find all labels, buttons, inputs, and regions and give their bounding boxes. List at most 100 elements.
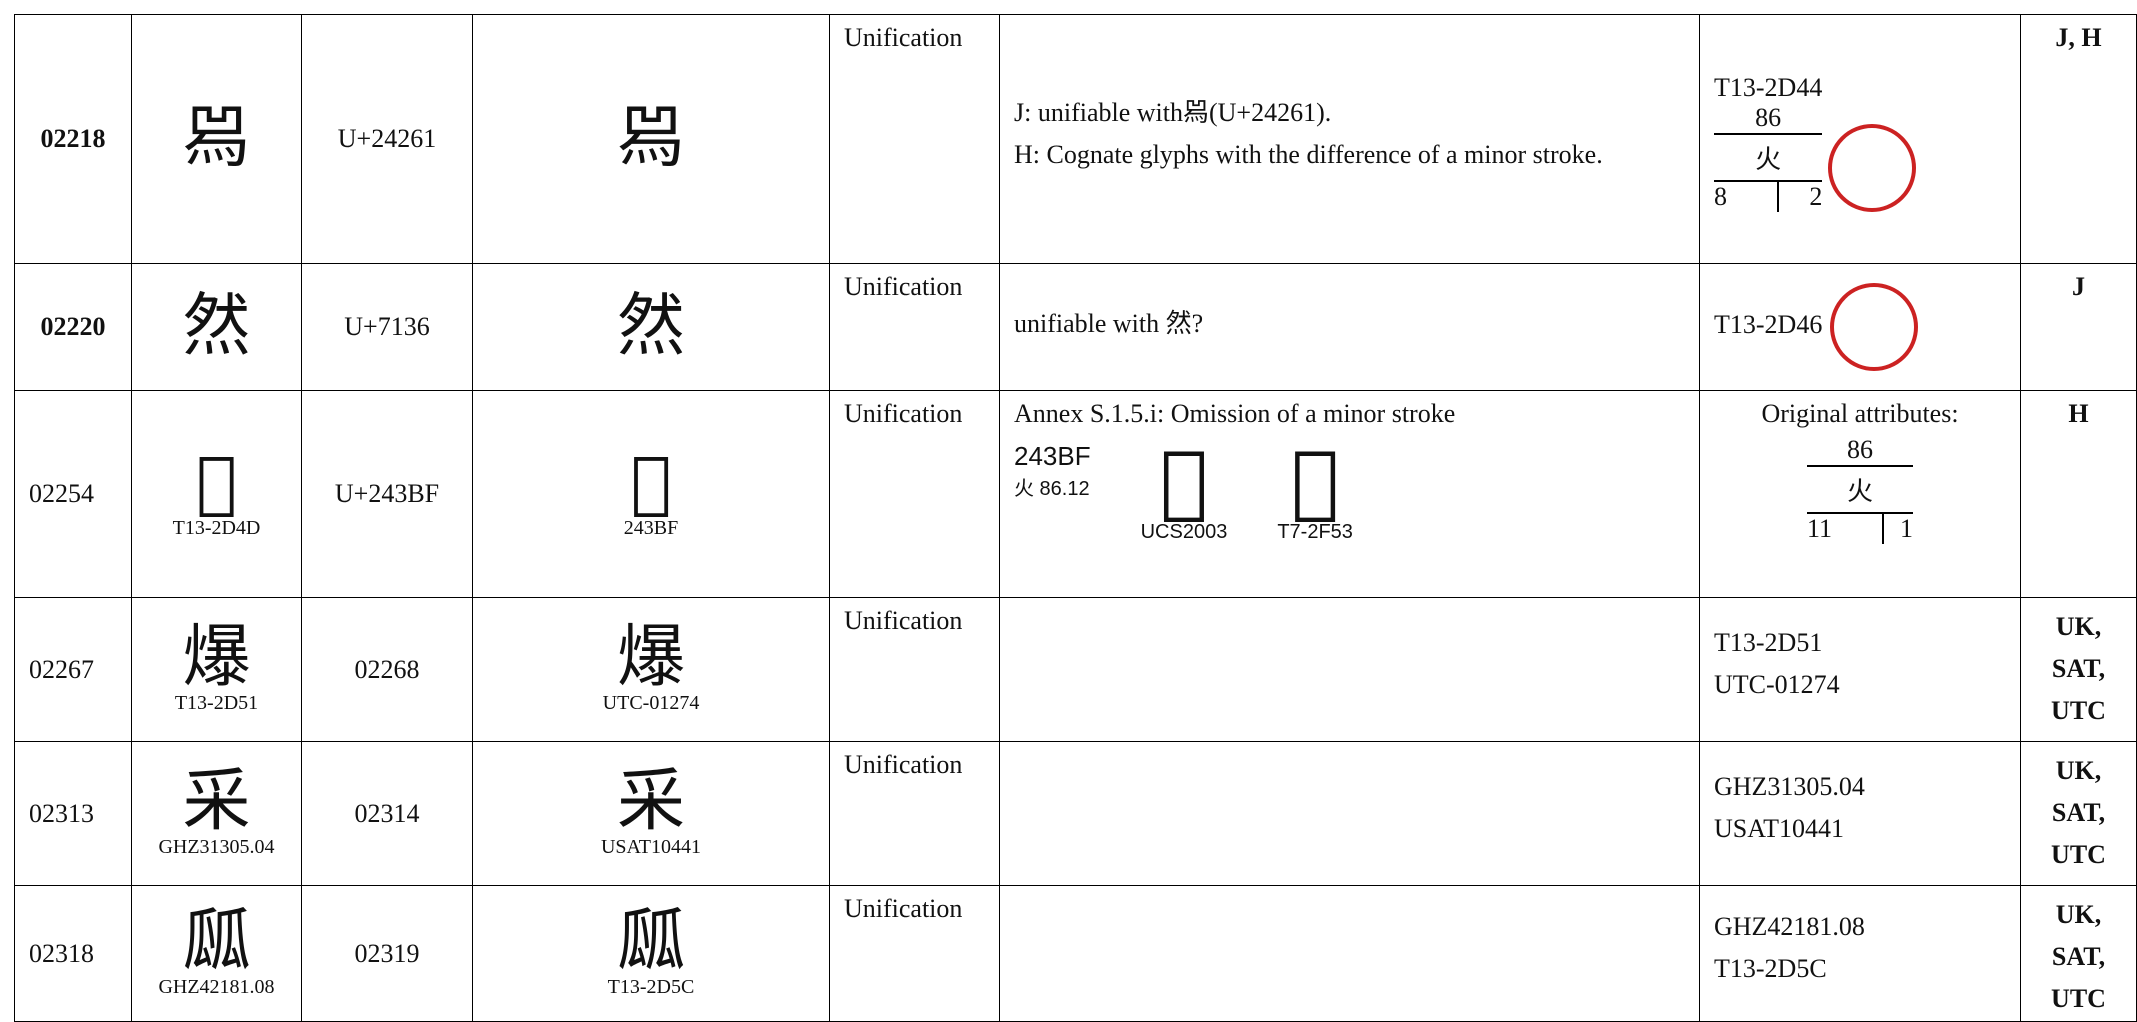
table-cell: 02313 bbox=[14, 741, 132, 886]
table-cell: GHZ31305.04 USAT10441 bbox=[1699, 741, 2021, 886]
table-cell: Unification bbox=[829, 263, 1000, 391]
evidence-block: T13-2D44 86 火 8 2 bbox=[1714, 67, 2006, 212]
glyph: 爆 bbox=[182, 618, 251, 697]
submitter: H bbox=[2068, 399, 2089, 428]
glyph-source: T13-2D4D bbox=[172, 516, 261, 539]
table-cell: Unification bbox=[829, 390, 1000, 598]
stamp-image bbox=[1828, 123, 1917, 212]
table-cell: T13-2D46 bbox=[1699, 263, 2021, 391]
table-cell: 02218 bbox=[14, 14, 132, 264]
submitter: UTC bbox=[2051, 840, 2106, 869]
evidence-block: 86 火 11 1 bbox=[1714, 429, 2006, 544]
image-glyph: 𤎿 T7-2F53 bbox=[1277, 441, 1353, 544]
submitter: UTC bbox=[2051, 696, 2106, 725]
residual-strokes: 8 bbox=[1714, 181, 1779, 212]
table-cell: Unification bbox=[829, 885, 1000, 1022]
table-cell: 02318 bbox=[14, 885, 132, 1022]
table-cell: 𤎿 243BF bbox=[472, 390, 830, 598]
table-cell bbox=[999, 741, 1700, 886]
description: J: unifiable with𤉡(U+24261). bbox=[1014, 97, 1332, 127]
radical-stroke-box: T13-2D44 86 火 8 2 bbox=[1714, 73, 1823, 212]
glyph-source: GHZ42181.08 bbox=[158, 976, 275, 998]
submitter: J, H bbox=[2055, 23, 2102, 52]
sequence-number: 02254 bbox=[29, 479, 94, 508]
glyph: 然 bbox=[616, 287, 685, 366]
radical: 火 bbox=[1714, 135, 1823, 182]
evidence-image: 243BF 火 86.12 𤎿 UCS2003 𤎿 T7-2F53 bbox=[1014, 441, 1685, 544]
table-cell: Unification bbox=[829, 597, 1000, 742]
evidence-line: UTC-01274 bbox=[1714, 669, 1840, 699]
table-cell bbox=[999, 597, 1700, 742]
glyph-source: GHZ31305.04 bbox=[158, 836, 275, 858]
code-point: 02319 bbox=[354, 938, 420, 968]
first-stroke: 2 bbox=[1809, 181, 1823, 211]
glyph: 爆 bbox=[616, 618, 685, 697]
stamp-image bbox=[1830, 283, 1919, 371]
evidence-source: T13-2D46 bbox=[1714, 309, 1823, 339]
table-cell: J: unifiable with𤉡(U+24261). H: Cognate g… bbox=[999, 14, 1700, 264]
table-body: 02218 𤉡 U+24261 𤉡 Unification J: unifiable wi… bbox=[14, 14, 2137, 1022]
submitter: SAT, bbox=[2051, 798, 2106, 827]
table-cell: H bbox=[2020, 390, 2137, 598]
type: Unification bbox=[844, 23, 963, 52]
evidence-line: GHZ31305.04 bbox=[1714, 771, 1865, 801]
description: unifiable with 然? bbox=[1014, 308, 1204, 338]
table-cell: Unification bbox=[829, 741, 1000, 886]
table-row: 02313 采 GHZ31305.04 02314 采 USAT10441 Unificat… bbox=[14, 741, 2137, 886]
table-cell: 爆 T13-2D51 bbox=[131, 597, 302, 742]
table-cell: Original attributes: 86 火 11 1 bbox=[1699, 390, 2021, 598]
code-point: 02268 bbox=[354, 654, 420, 684]
table-cell: 𤉡 bbox=[472, 14, 830, 264]
table-cell: 㼌 GHZ42181.08 bbox=[131, 885, 302, 1022]
table-cell: unifiable with 然? bbox=[999, 263, 1700, 391]
glyph: 㼌 bbox=[182, 902, 251, 981]
submitter: UK, bbox=[2055, 612, 2102, 641]
evidence-line: GHZ42181.08 bbox=[1714, 911, 1865, 941]
table-row: 02318 㼌 GHZ42181.08 02319 㼌 T13-2D5C Unificati… bbox=[14, 885, 2137, 1022]
table-cell: 然 bbox=[472, 263, 830, 391]
submitter: UK, bbox=[2055, 900, 2102, 929]
glyph: 㼌 bbox=[616, 902, 685, 981]
radical-info: 火 86.12 bbox=[1014, 478, 1090, 500]
evidence-heading: Original attributes: bbox=[1761, 399, 1959, 428]
table-row: 02267 爆 T13-2D51 02268 爆 UTC-01274 Unification… bbox=[14, 597, 2137, 742]
glyph: 𤉡 bbox=[616, 99, 685, 178]
table-cell: 㼌 T13-2D5C bbox=[472, 885, 830, 1022]
submitter: J bbox=[2072, 272, 2085, 301]
radical: 火 bbox=[1807, 467, 1913, 514]
table-cell: T13-2D44 86 火 8 2 bbox=[1699, 14, 2021, 264]
table-cell: U+7136 bbox=[301, 263, 473, 391]
table-cell: 02268 bbox=[301, 597, 473, 742]
evidence-line: T13-2D51 bbox=[1714, 627, 1823, 657]
table-cell: Unification bbox=[829, 14, 1000, 264]
table-cell: U+24261 bbox=[301, 14, 473, 264]
glyph-source: USAT10441 bbox=[600, 836, 701, 858]
table-cell: 02267 bbox=[14, 597, 132, 742]
glyph-source: 243BF bbox=[623, 516, 679, 539]
code-point: 02314 bbox=[354, 798, 420, 828]
table-cell bbox=[999, 885, 1700, 1022]
type: Unification bbox=[844, 750, 963, 779]
table-cell: UK, SAT, UTC bbox=[2020, 741, 2137, 886]
table-cell: 02220 bbox=[14, 263, 132, 391]
radical-stroke-box: 86 火 11 1 bbox=[1807, 435, 1913, 544]
glyph-source: UCS2003 bbox=[1140, 521, 1228, 543]
sequence-number: 02218 bbox=[40, 124, 106, 153]
table-row: 02254 𤎿 T13-2D4D U+243BF 𤎿 243BF Unification An… bbox=[14, 390, 2137, 598]
glyph: 𤉡 bbox=[182, 99, 251, 178]
type: Unification bbox=[844, 272, 963, 301]
radical-number: 86 bbox=[1807, 435, 1913, 467]
glyph: 采 bbox=[616, 762, 685, 841]
image-code: 243BF 火 86.12 bbox=[1014, 441, 1091, 501]
glyph: 𤎿 bbox=[1159, 434, 1208, 527]
type: Unification bbox=[844, 894, 963, 923]
sequence-number: 02313 bbox=[29, 798, 94, 828]
glyph-source: T7-2F53 bbox=[1277, 521, 1353, 543]
table-cell: 02319 bbox=[301, 885, 473, 1022]
unification-table: 02218 𤉡 U+24261 𤉡 Unification J: unifiable wi… bbox=[14, 14, 2137, 1022]
sequence-number: 02220 bbox=[40, 312, 106, 341]
sequence-number: 02267 bbox=[29, 654, 94, 684]
table-cell: 𤉡 bbox=[131, 14, 302, 264]
